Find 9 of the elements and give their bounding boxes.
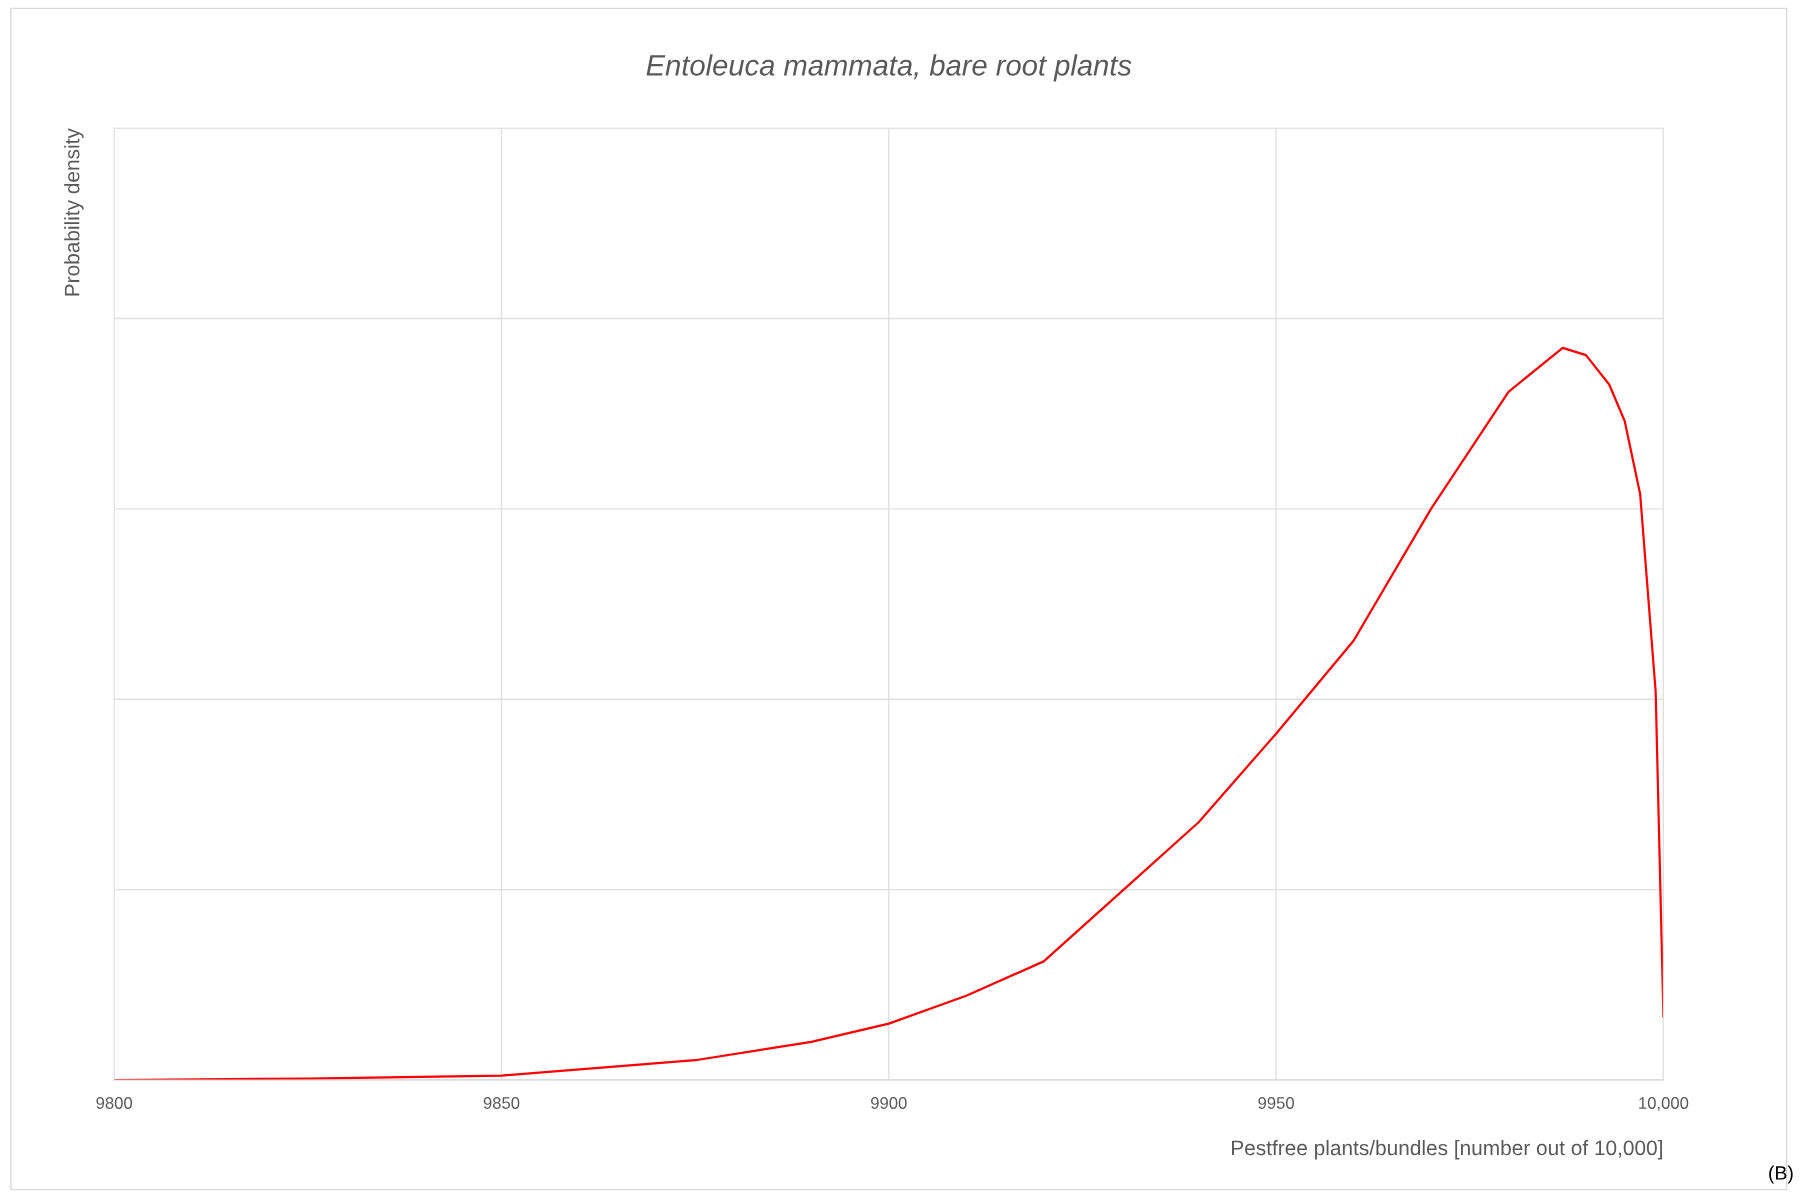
y-axis-title: Probability density bbox=[64, 128, 84, 296]
x-tick-label: 9800 bbox=[96, 1097, 133, 1109]
text: (B) bbox=[1769, 1165, 1793, 1184]
x-tick-label: 9850 bbox=[483, 1097, 520, 1109]
x-tick-label: 9950 bbox=[1258, 1097, 1294, 1109]
chart-title: Entoleuca mammata, bare root plants bbox=[646, 54, 1132, 82]
x-tick-label: 10,000 bbox=[1639, 1097, 1689, 1111]
x-tick-label: 9900 bbox=[871, 1097, 907, 1109]
x-axis-title: Pestfree plants/bundles [number out of 10,000] bbox=[1232, 1139, 1662, 1160]
